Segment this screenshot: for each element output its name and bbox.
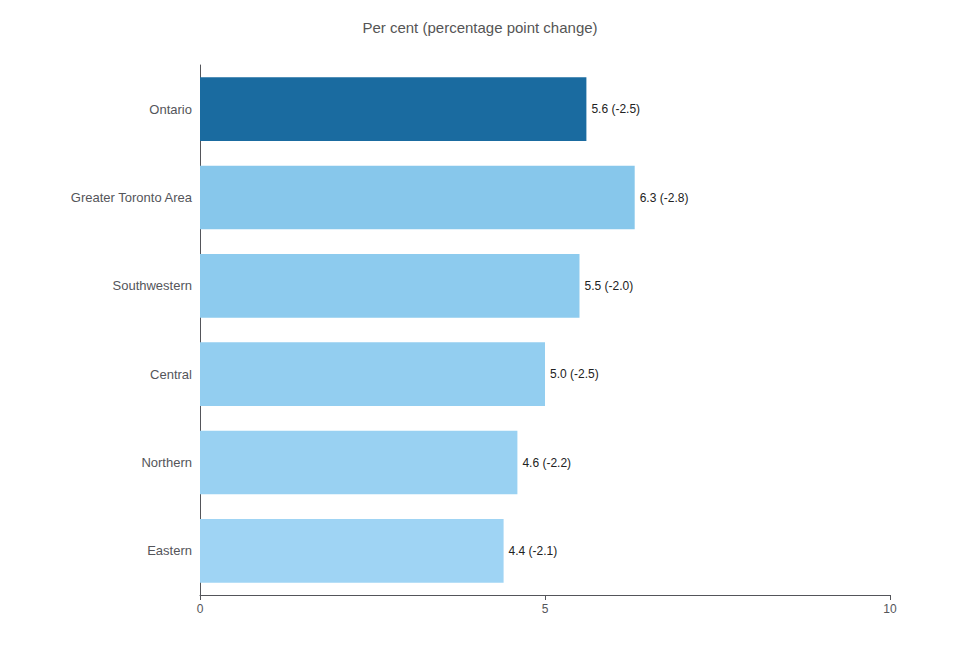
- svg-text:Per cent (percentage point cha: Per cent (percentage point change): [362, 19, 597, 36]
- svg-text:6.3 (-2.8): 6.3 (-2.8): [640, 191, 689, 205]
- svg-text:Ontario: Ontario: [149, 102, 192, 117]
- svg-text:4.4 (-2.1): 4.4 (-2.1): [509, 544, 558, 558]
- svg-text:0: 0: [197, 602, 204, 616]
- svg-text:Central: Central: [150, 367, 192, 382]
- svg-text:Northern: Northern: [141, 455, 192, 470]
- svg-text:Eastern: Eastern: [147, 543, 192, 558]
- svg-text:5.0 (-2.5): 5.0 (-2.5): [550, 367, 599, 381]
- svg-text:10: 10: [883, 602, 897, 616]
- svg-text:5.5 (-2.0): 5.5 (-2.0): [585, 279, 634, 293]
- svg-text:Greater Toronto Area: Greater Toronto Area: [71, 190, 193, 205]
- svg-text:4.6 (-2.2): 4.6 (-2.2): [522, 456, 571, 470]
- svg-text:Southwestern: Southwestern: [113, 278, 193, 293]
- svg-text:5: 5: [542, 602, 549, 616]
- svg-text:5.6 (-2.5): 5.6 (-2.5): [591, 102, 640, 116]
